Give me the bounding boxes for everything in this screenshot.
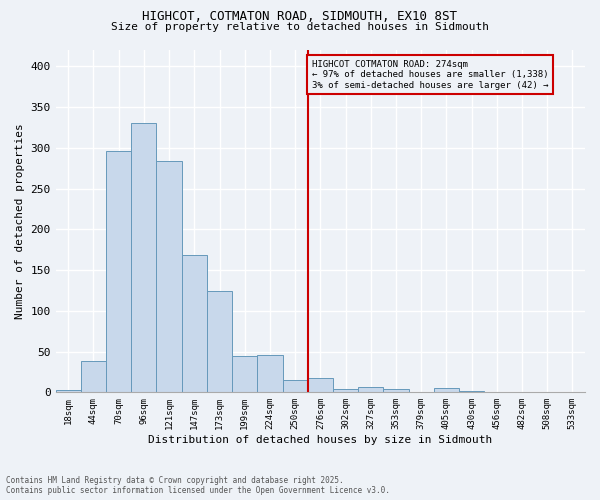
Bar — [106, 151, 131, 392]
Bar — [434, 388, 459, 392]
Text: HIGHCOT COTMATON ROAD: 274sqm
← 97% of detached houses are smaller (1,338)
3% of: HIGHCOT COTMATON ROAD: 274sqm ← 97% of d… — [311, 60, 548, 90]
Text: HIGHCOT, COTMATON ROAD, SIDMOUTH, EX10 8ST: HIGHCOT, COTMATON ROAD, SIDMOUTH, EX10 8… — [143, 10, 458, 23]
Bar — [459, 390, 484, 392]
Bar — [308, 378, 333, 392]
Bar — [383, 389, 409, 392]
Bar — [56, 390, 81, 392]
Text: Contains HM Land Registry data © Crown copyright and database right 2025.
Contai: Contains HM Land Registry data © Crown c… — [6, 476, 390, 495]
Bar — [232, 356, 257, 392]
Bar — [333, 389, 358, 392]
Text: Size of property relative to detached houses in Sidmouth: Size of property relative to detached ho… — [111, 22, 489, 32]
Bar — [131, 124, 157, 392]
X-axis label: Distribution of detached houses by size in Sidmouth: Distribution of detached houses by size … — [148, 435, 493, 445]
Bar — [157, 161, 182, 392]
Bar — [257, 355, 283, 393]
Bar — [182, 254, 207, 392]
Bar — [81, 360, 106, 392]
Bar — [283, 380, 308, 392]
Bar — [207, 292, 232, 392]
Bar — [358, 388, 383, 392]
Y-axis label: Number of detached properties: Number of detached properties — [15, 124, 25, 319]
